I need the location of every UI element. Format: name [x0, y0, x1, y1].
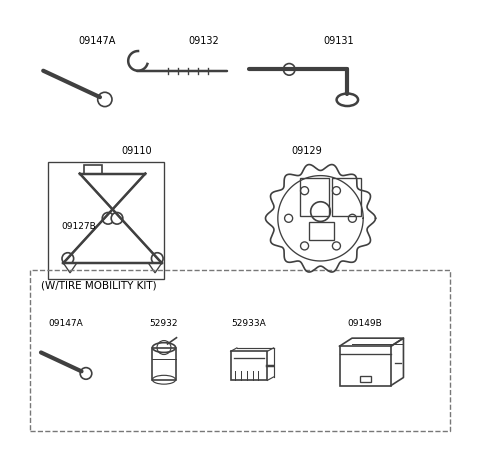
- Polygon shape: [63, 263, 77, 273]
- Circle shape: [111, 212, 123, 224]
- Bar: [339, 346, 391, 386]
- Bar: [360, 376, 371, 382]
- Text: 52933A: 52933A: [231, 319, 266, 328]
- Bar: [230, 351, 267, 380]
- Bar: [300, 178, 329, 216]
- Text: 09129: 09129: [292, 146, 323, 156]
- Bar: [332, 178, 361, 216]
- Circle shape: [62, 253, 73, 264]
- Circle shape: [152, 253, 163, 264]
- Text: 52932: 52932: [150, 319, 178, 328]
- Bar: [30, 270, 450, 431]
- Text: (W/TIRE MOBILITY KIT): (W/TIRE MOBILITY KIT): [41, 281, 156, 291]
- Bar: [84, 165, 102, 174]
- Polygon shape: [148, 263, 162, 273]
- Bar: [152, 347, 176, 380]
- Text: 09127B: 09127B: [61, 222, 96, 231]
- Bar: [48, 162, 164, 279]
- Text: 09149B: 09149B: [348, 319, 383, 328]
- Text: 09147A: 09147A: [48, 319, 83, 328]
- Text: 09132: 09132: [189, 36, 219, 46]
- Text: 09110: 09110: [122, 146, 153, 156]
- Text: 09147A: 09147A: [78, 36, 116, 46]
- Text: 09131: 09131: [323, 36, 354, 46]
- Bar: [309, 222, 334, 240]
- Circle shape: [102, 212, 114, 224]
